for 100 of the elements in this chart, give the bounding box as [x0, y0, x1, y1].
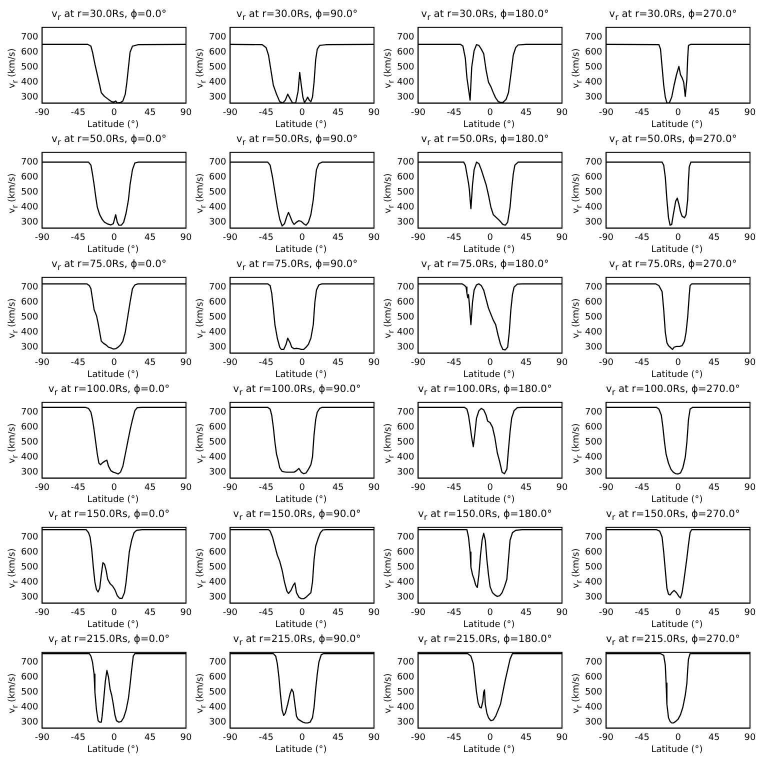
y-tick-label: 600 — [584, 172, 602, 183]
x-tick-label: 90 — [368, 358, 380, 368]
x-tick-label: -45 — [258, 608, 274, 618]
chart-title: v$_{r}$ at r=215.0Rs, ϕ=90.0° — [232, 633, 362, 649]
y-tick-label: 300 — [208, 342, 226, 353]
x-tick-label: 0 — [111, 108, 118, 118]
x-tick-label: 90 — [744, 108, 756, 118]
x-tick-label: -90 — [410, 482, 426, 493]
chart-title: v$_{r}$ at r=215.0Rs, ϕ=270.0° — [604, 633, 741, 649]
x-tick-label: -45 — [70, 232, 86, 243]
x-tick-label: 0 — [675, 732, 682, 743]
x-tick-label: -45 — [258, 732, 274, 743]
y-tick-label: 600 — [208, 172, 226, 183]
x-tick-label: 45 — [520, 608, 532, 618]
x-axis-title: Latitude (°) — [650, 119, 704, 131]
x-tick-label: 0 — [111, 608, 118, 618]
y-tick-label: 500 — [208, 562, 226, 573]
chart-title: v$_{r}$ at r=150.0Rs, ϕ=90.0° — [232, 508, 362, 524]
chart-title: v$_{r}$ at r=215.0Rs, ϕ=180.0° — [416, 633, 553, 649]
y-tick-label: 400 — [20, 452, 38, 463]
x-tick-label: 90 — [180, 358, 192, 368]
x-tick-label: 45 — [520, 358, 532, 368]
y-tick-label: 700 — [396, 32, 414, 42]
x-axis-title: Latitude (°) — [274, 119, 328, 131]
x-tick-label: 90 — [180, 608, 192, 618]
x-tick-label: -90 — [410, 232, 426, 243]
x-tick-label: 45 — [708, 608, 720, 618]
y-tick-label: 300 — [208, 468, 226, 478]
x-tick-label: 45 — [520, 108, 532, 118]
y-tick-label: 300 — [584, 468, 602, 478]
x-tick-label: 0 — [487, 108, 494, 118]
x-tick-label: -90 — [222, 608, 238, 618]
y-tick-label: 700 — [396, 532, 414, 542]
x-tick-label: 90 — [180, 482, 192, 493]
y-tick-label: 400 — [396, 702, 414, 713]
y-tick-label: 300 — [20, 342, 38, 353]
y-tick-label: 500 — [584, 188, 602, 198]
x-tick-label: 45 — [144, 732, 156, 743]
chart-title: v$_{r}$ at r=75.0Rs, ϕ=180.0° — [420, 258, 550, 274]
x-tick-label: 90 — [744, 482, 756, 493]
y-tick-label: 400 — [208, 702, 226, 713]
y-tick-label: 700 — [396, 658, 414, 668]
y-tick-label: 700 — [584, 658, 602, 668]
x-tick-label: -90 — [410, 732, 426, 743]
x-tick-label: -90 — [598, 482, 614, 493]
y-tick-label: 500 — [20, 312, 38, 323]
x-tick-label: -45 — [70, 358, 86, 368]
x-tick-label: -45 — [70, 608, 86, 618]
y-tick-label: 500 — [584, 562, 602, 573]
chart-title: v$_{r}$ at r=100.0Rs, ϕ=270.0° — [604, 383, 741, 399]
chart-title: v$_{r}$ at r=100.0Rs, ϕ=90.0° — [232, 383, 362, 399]
y-tick-label: 400 — [396, 578, 414, 588]
x-tick-label: 0 — [675, 482, 682, 493]
x-tick-label: -90 — [410, 108, 426, 118]
x-tick-label: 45 — [520, 482, 532, 493]
y-tick-label: 700 — [208, 282, 226, 292]
y-tick-label: 600 — [20, 422, 38, 433]
y-tick-label: 300 — [396, 592, 414, 603]
x-tick-label: 0 — [299, 108, 306, 118]
x-tick-label: -90 — [34, 232, 50, 243]
x-axis-title: Latitude (°) — [462, 619, 516, 631]
y-tick-label: 600 — [20, 548, 38, 558]
x-tick-label: 0 — [675, 108, 682, 118]
y-tick-label: 300 — [584, 342, 602, 353]
y-tick-label: 300 — [20, 468, 38, 478]
x-tick-label: 0 — [299, 732, 306, 743]
y-tick-label: 300 — [20, 718, 38, 728]
y-tick-label: 300 — [584, 592, 602, 603]
x-tick-label: 90 — [556, 482, 568, 493]
y-tick-label: 500 — [396, 188, 414, 198]
x-axis-title: Latitude (°) — [274, 494, 328, 506]
x-tick-label: -90 — [598, 732, 614, 743]
x-tick-label: 45 — [708, 732, 720, 743]
y-tick-label: 700 — [396, 282, 414, 292]
y-tick-label: 600 — [396, 422, 414, 433]
y-tick-label: 500 — [396, 62, 414, 73]
y-tick-label: 700 — [208, 532, 226, 542]
y-tick-label: 700 — [396, 408, 414, 418]
chart-title: v$_{r}$ at r=30.0Rs, ϕ=180.0° — [420, 8, 550, 24]
y-tick-label: 700 — [584, 32, 602, 42]
y-tick-label: 400 — [584, 202, 602, 213]
y-tick-label: 400 — [584, 452, 602, 463]
x-tick-label: 0 — [487, 482, 494, 493]
x-tick-label: 0 — [675, 232, 682, 243]
x-axis-title: Latitude (°) — [86, 619, 140, 631]
y-tick-label: 700 — [584, 532, 602, 542]
x-axis-title: Latitude (°) — [462, 494, 516, 506]
y-tick-label: 700 — [396, 158, 414, 168]
x-axis-title: Latitude (°) — [462, 369, 516, 381]
y-tick-label: 700 — [20, 32, 38, 42]
x-axis-title: Latitude (°) — [86, 744, 140, 756]
chart-title: v$_{r}$ at r=50.0Rs, ϕ=90.0° — [235, 133, 359, 149]
x-tick-label: 90 — [368, 732, 380, 743]
x-tick-label: -45 — [258, 358, 274, 368]
x-tick-label: 90 — [368, 482, 380, 493]
y-tick-label: 400 — [584, 78, 602, 88]
y-tick-label: 700 — [20, 158, 38, 168]
x-tick-label: 45 — [708, 108, 720, 118]
y-tick-label: 600 — [396, 172, 414, 183]
x-tick-label: -45 — [70, 732, 86, 743]
